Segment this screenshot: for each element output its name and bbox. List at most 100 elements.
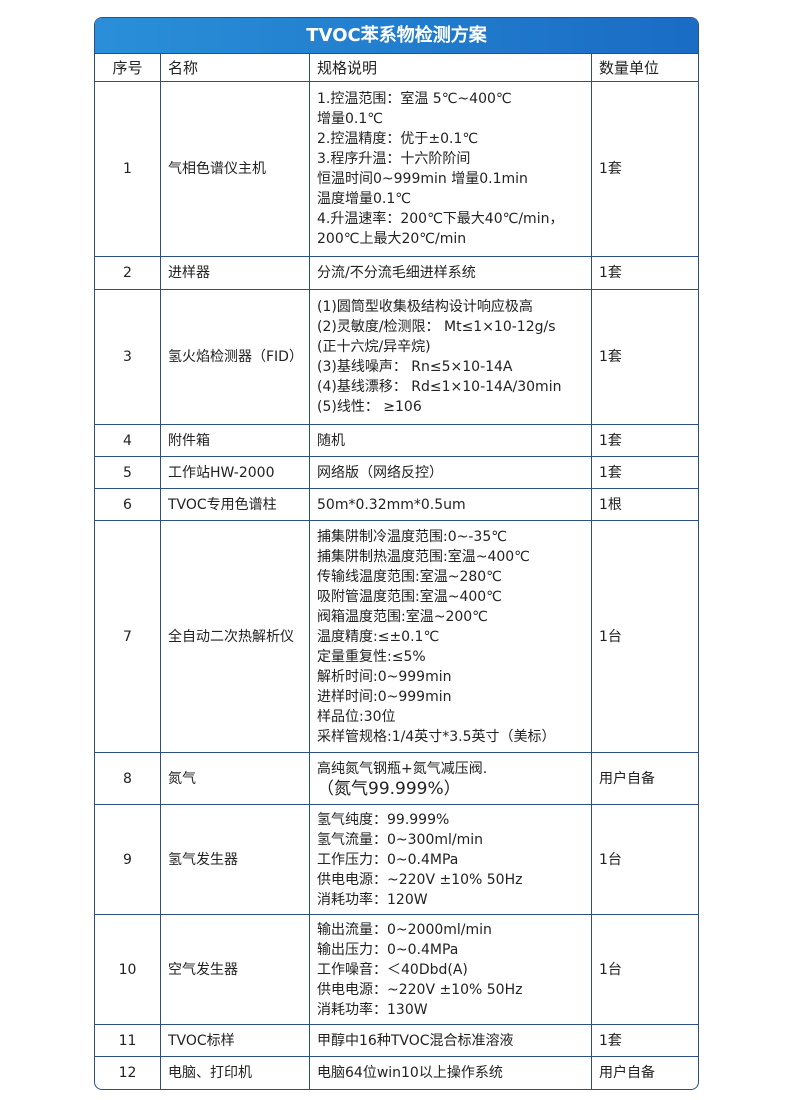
spec-line: 供电电源：~220V ±10% 50Hz	[317, 981, 523, 998]
row-number: 8	[95, 752, 161, 805]
spec-line: 定量重复性:≤5%	[317, 648, 426, 665]
row-number: 4	[95, 424, 161, 457]
item-spec: (1)圆筒型收集极结构设计响应极高 (2)灵敏度/检测限： Mt≤1×10-12g…	[309, 289, 592, 425]
spec-line: 恒温时间0~999min 增量0.1min	[317, 171, 528, 187]
item-quantity: 用户自备	[591, 1056, 698, 1089]
item-name: 附件箱	[160, 424, 310, 457]
item-quantity: 1套	[591, 81, 698, 257]
item-name: 工作站HW-2000	[160, 456, 310, 489]
spec-line: 分流/不分流毛细进样系统	[317, 265, 476, 281]
spec-line: 氢气纯度：99.999%	[317, 811, 450, 828]
item-quantity: 1台	[591, 914, 698, 1025]
item-name: 氢气发生器	[160, 804, 310, 915]
spec-line: 消耗功率：130W	[317, 1001, 428, 1018]
table-row: 11 TVOC标样 甲醇中16种TVOC混合标准溶液 1套	[95, 1024, 698, 1057]
table-row: 6 TVOC专用色谱柱 50m*0.32mm*0.5um 1根	[95, 488, 698, 521]
spec-line: 工作噪音：＜40Dbd(A)	[317, 961, 468, 978]
spec-line: 传输线温度范围:室温~280℃	[317, 568, 502, 585]
header-name: 名称	[160, 53, 310, 82]
spec-line: 氢气流量：0~300ml/min	[317, 831, 484, 848]
row-number: 7	[95, 520, 161, 753]
row-number: 2	[95, 256, 161, 290]
spec-line: 阀箱温度范围:室温~200℃	[317, 608, 488, 625]
spec-line: 输出流量：0~2000ml/min	[317, 921, 492, 938]
spec-line: 捕集阱制冷温度范围:0~-35℃	[317, 528, 507, 545]
spec-line: (3)基线噪声： Rn≤5×10-14A	[317, 359, 513, 375]
spec-line: 2.控温精度：优于±0.1℃	[317, 131, 479, 147]
item-spec: 随机	[309, 424, 592, 457]
row-number: 10	[95, 914, 161, 1025]
table-row: 7 全自动二次热解析仪 捕集阱制冷温度范围:0~-35℃ 捕集阱制热温度范围:室温~4…	[95, 520, 698, 753]
header-no: 序号	[95, 53, 161, 82]
spec-line: 采样管规格:1/4英寸*3.5英寸（美标）	[317, 728, 556, 745]
item-spec: 1.控温范围：室温 5℃~400℃ 增量0.1℃ 2.控温精度：优于±0.1℃ 3.程…	[309, 81, 592, 257]
spec-line: 200℃上最大20℃/min	[317, 231, 467, 247]
spec-line: 增量0.1℃	[317, 111, 383, 127]
spec-line: 输出压力：0~0.4MPa	[317, 941, 459, 958]
item-spec: 输出流量：0~2000ml/min 输出压力：0~0.4MPa 工作噪音：＜40Db…	[309, 914, 592, 1025]
row-number: 1	[95, 81, 161, 257]
spec-line: 消耗功率：120W	[317, 891, 428, 908]
spec-line: 50m*0.32mm*0.5um	[317, 496, 466, 513]
spec-line: 工作压力：0~0.4MPa	[317, 851, 459, 868]
spec-line: (1)圆筒型收集极结构设计响应极高	[317, 299, 533, 315]
table-row: 5 工作站HW-2000 网络版（网络反控） 1套	[95, 456, 698, 489]
spec-line: 甲醇中16种TVOC混合标准溶液	[317, 1032, 514, 1049]
header-spec: 规格说明	[309, 53, 592, 82]
table-row: 12 电脑、打印机 电脑64位win10以上操作系统 用户自备	[95, 1056, 698, 1089]
table-row: 10 空气发生器 输出流量：0~2000ml/min 输出压力：0~0.4MPa 工作噪…	[95, 914, 698, 1025]
row-number: 5	[95, 456, 161, 489]
spec-line: 电脑64位win10以上操作系统	[317, 1064, 503, 1081]
item-name: 全自动二次热解析仪	[160, 520, 310, 753]
plan-table: 序号 名称 规格说明 数量单位 1 气相色谱仪主机 1.控温范围：室温 5℃~400…	[95, 53, 698, 1089]
item-quantity: 1套	[591, 256, 698, 290]
row-number: 11	[95, 1024, 161, 1057]
table-row: 9 氢气发生器 氢气纯度：99.999% 氢气流量：0~300ml/min 工作压力：0…	[95, 804, 698, 915]
spec-line: 样品位:30位	[317, 708, 396, 725]
table-title: TVOC苯系物检测方案	[95, 18, 698, 53]
item-quantity: 1套	[591, 1024, 698, 1057]
item-spec: 网络版（网络反控）	[309, 456, 592, 489]
item-quantity: 1套	[591, 289, 698, 425]
spec-line: 网络版（网络反控）	[317, 464, 443, 481]
spec-line: 高纯氮气钢瓶+氮气减压阀.	[317, 760, 488, 777]
spec-line: 温度精度:≤±0.1℃	[317, 628, 440, 645]
spec-line: 解析时间:0~999min	[317, 668, 452, 685]
item-name: 氢火焰检测器（FID）	[160, 289, 310, 425]
spec-line: 吸附管温度范围:室温~400℃	[317, 588, 502, 605]
item-quantity: 1根	[591, 488, 698, 521]
spec-line: (正十六烷/异辛烷)	[317, 339, 431, 355]
item-quantity: 1台	[591, 804, 698, 915]
spec-line: 3.程序升温：十六阶阶间	[317, 151, 471, 167]
item-name: TVOC标样	[160, 1024, 310, 1057]
table-row: 8 氮气 高纯氮气钢瓶+氮气减压阀. （氮气99.999%） 用户自备	[95, 752, 698, 805]
item-name: 电脑、打印机	[160, 1056, 310, 1089]
table-row: 1 气相色谱仪主机 1.控温范围：室温 5℃~400℃ 增量0.1℃ 2.控温精度：优于…	[95, 81, 698, 257]
spec-line: 进样时间:0~999min	[317, 688, 452, 705]
item-spec: 分流/不分流毛细进样系统	[309, 256, 592, 290]
table-row: 3 氢火焰检测器（FID） (1)圆筒型收集极结构设计响应极高 (2)灵敏度/检测限：…	[95, 289, 698, 425]
row-number: 9	[95, 804, 161, 915]
item-spec: 甲醇中16种TVOC混合标准溶液	[309, 1024, 592, 1057]
item-name: TVOC专用色谱柱	[160, 488, 310, 521]
header-row: 序号 名称 规格说明 数量单位	[95, 53, 698, 82]
row-number: 3	[95, 289, 161, 425]
spec-line: 捕集阱制热温度范围:室温~400℃	[317, 548, 530, 565]
row-number: 12	[95, 1056, 161, 1089]
spec-line: 1.控温范围：室温 5℃~400℃	[317, 91, 512, 107]
item-spec: 高纯氮气钢瓶+氮气减压阀. （氮气99.999%）	[309, 752, 592, 805]
spec-line: 温度增量0.1℃	[317, 191, 411, 207]
spec-line: 随机	[317, 432, 345, 449]
spec-line: 4.升温速率：200℃下最大40℃/min，	[317, 211, 564, 227]
item-name: 空气发生器	[160, 914, 310, 1025]
row-number: 6	[95, 488, 161, 521]
item-spec: 捕集阱制冷温度范围:0~-35℃ 捕集阱制热温度范围:室温~400℃ 传输线温度范围…	[309, 520, 592, 753]
spec-line: (4)基线漂移： Rd≤1×10-14A/30min	[317, 379, 562, 395]
item-spec: 电脑64位win10以上操作系统	[309, 1056, 592, 1089]
item-name: 氮气	[160, 752, 310, 805]
header-qty: 数量单位	[591, 53, 698, 82]
item-spec: 氢气纯度：99.999% 氢气流量：0~300ml/min 工作压力：0~0.4MP…	[309, 804, 592, 915]
item-spec: 50m*0.32mm*0.5um	[309, 488, 592, 521]
spec-line: 供电电源：~220V ±10% 50Hz	[317, 871, 523, 888]
item-quantity: 1台	[591, 520, 698, 753]
